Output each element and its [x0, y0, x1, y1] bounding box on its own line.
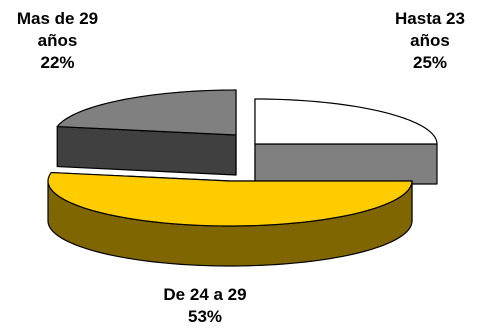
- slice-label-hasta-23-percent: 25%: [412, 53, 448, 72]
- slice-label-mas-29: Mas de 29 años 22%: [0, 8, 115, 74]
- slice-label-mas-29-line-2: años: [37, 31, 78, 50]
- slice-hasta-23-side-wall-2: [254, 143, 438, 185]
- slice-label-24-29: De 24 a 29 53%: [130, 284, 280, 328]
- slice-hasta-23: [254, 98, 438, 185]
- slice-hasta-23-top: [254, 98, 438, 145]
- slice-mas-29-top: [56, 89, 237, 136]
- slice-label-mas-29-percent: 22%: [40, 53, 75, 72]
- slice-label-24-29-percent: 53%: [187, 307, 223, 326]
- slice-label-hasta-23-line-2: años: [410, 31, 450, 50]
- slice-label-hasta-23: Hasta 23 años 25%: [375, 8, 481, 74]
- slice-label-24-29-line-1: De 24 a 29: [163, 285, 247, 304]
- slice-24-29: [47, 171, 413, 267]
- slice-label-mas-29-line-1: Mas de 29: [16, 9, 99, 28]
- slice-24-29-top: [47, 171, 413, 227]
- slice-mas-29: [56, 89, 237, 176]
- slice-label-hasta-23-line-1: Hasta 23: [395, 9, 465, 28]
